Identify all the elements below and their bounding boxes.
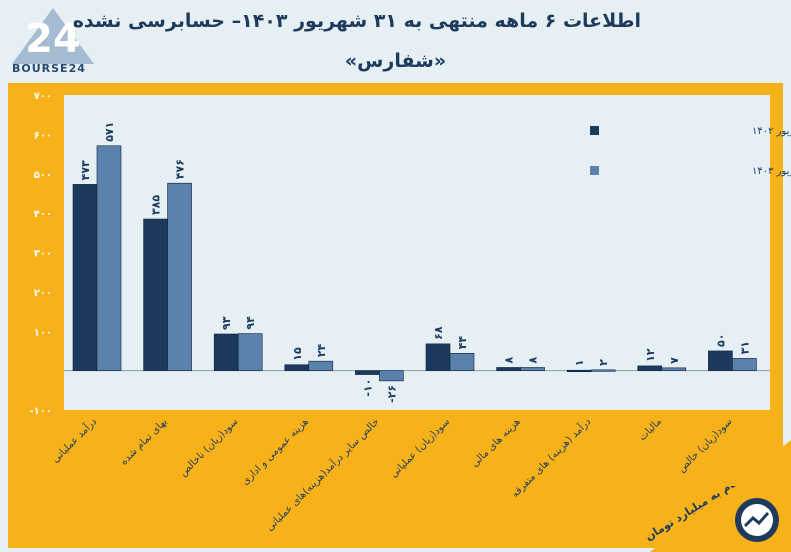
bar-value-label: ۲ (597, 359, 610, 366)
bar-value-label: ۱ (573, 360, 586, 367)
bourse24-logo: 24 (12, 8, 94, 64)
bar-1403 (732, 358, 757, 371)
category-label: بهای تمام شده (119, 416, 170, 467)
y-tick-label: ۴۰۰ (34, 209, 52, 220)
bar-value-label: ۷ (668, 357, 681, 364)
legend-swatch-1402 (590, 126, 599, 135)
bar-1402 (566, 369, 592, 373)
bar-value-label: ۲۴ (315, 343, 328, 357)
category-label: سود(زیان) خالص (676, 416, 734, 474)
y-tick-label: ۵۰۰ (34, 170, 52, 181)
page-title: اطلاعات ۶ ماهه منتهی به ۳۱ شهریور ۱۴۰۳– … (72, 10, 641, 32)
bar-value-label: ۱۲ (644, 348, 657, 362)
bar-value-label: ۵۰ (714, 334, 727, 347)
bar-1403 (661, 367, 687, 371)
page-subtitle: «شفارس» (344, 50, 447, 72)
category-label: سود(زیان) ناخالص (178, 416, 240, 478)
bar-value-label: ۱۵ (291, 347, 304, 361)
bar-1403 (520, 367, 545, 371)
units-note: ارقام به میلیارد تومان (643, 486, 779, 543)
y-tick-label: ۲۰۰ (34, 288, 52, 299)
bar-1403 (308, 360, 334, 371)
bar-value-label: ۴۷۳ (79, 160, 92, 180)
bar-value-label: ۸ (527, 356, 540, 363)
bar-1402 (425, 343, 451, 371)
category-label: هزینه های مالی (470, 416, 523, 469)
bar-value-label: ۵۷۱ (103, 122, 116, 142)
y-tick-label: ۱۰۰ (34, 327, 52, 338)
category-label: هزینه عمومی و اداری (240, 416, 311, 487)
bar-1402 (637, 365, 663, 371)
bar-1403 (167, 182, 192, 371)
units-note-text: ارقام به میلیارد تومان (643, 486, 751, 543)
legend-label: عملکرد منتهی به شهریور ۱۴۰۳ (752, 166, 791, 177)
y-tick-label: -۱۰۰ (30, 406, 52, 417)
bar-1402 (496, 367, 521, 371)
chart-growth-icon-line (743, 511, 770, 528)
bar-1403 (237, 333, 263, 371)
bar-value-label: ۳۸۵ (150, 195, 163, 215)
logo-mark: 24 (25, 16, 81, 62)
bar-value-label: ۹۴ (244, 316, 257, 330)
category-label: مالیات (637, 416, 664, 443)
logo-triangle-icon (12, 8, 94, 64)
logo-text: BOURSE24 (12, 62, 86, 75)
category-label: خالص سایر درآمد(هزینه)های عملیاتی (263, 415, 382, 534)
bar-1403 (449, 352, 475, 371)
y-tick-label: ۶۰۰ (34, 130, 52, 141)
legend-swatch-1403 (590, 166, 599, 175)
bar-1402 (355, 370, 380, 375)
bar-value-label: ۴۴ (456, 336, 469, 350)
bar-1402 (284, 364, 310, 371)
bar-value-label: ۹۳ (220, 316, 233, 330)
legend-label: عملکرد منتهی به شهریور ۱۴۰۲ (752, 126, 791, 137)
bar-value-label: ۳۱ (738, 341, 751, 354)
bar-1403 (379, 370, 404, 382)
bar-1402 (213, 333, 239, 371)
category-label: درآمد (هزینه) های متفرقه (508, 415, 593, 500)
bar-1403 (96, 145, 122, 371)
category-label: سود(زیان) عملیاتی (388, 416, 452, 480)
category-label: درآمد عملیاتی (49, 415, 99, 465)
bar-value-label: ۴۷۶ (174, 159, 187, 179)
bar-1403 (590, 369, 616, 372)
bar-1402 (143, 218, 168, 371)
bar-value-label: ۸ (503, 356, 516, 363)
y-tick-label: ۳۰۰ (34, 249, 52, 260)
bar-1402 (708, 350, 733, 371)
y-tick-label: ۷۰۰ (34, 91, 52, 102)
bar-1402 (72, 184, 98, 371)
bar-value-label: -۱۰ (361, 379, 374, 397)
bar-value-label: ۶۸ (432, 326, 445, 340)
bar-value-label: -۲۶ (385, 385, 398, 403)
